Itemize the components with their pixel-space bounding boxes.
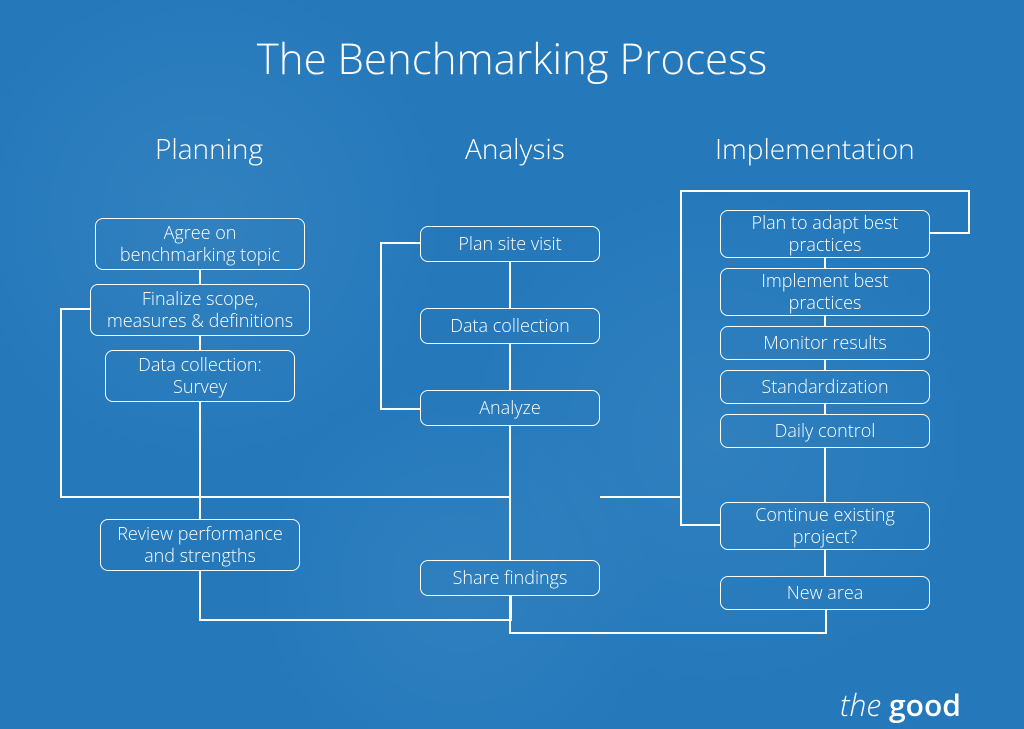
e7: [509, 262, 511, 308]
n-finalize: Finalize scope,measures & definitions: [90, 284, 310, 336]
e24: [380, 408, 420, 410]
n-daily: Daily control: [720, 414, 930, 448]
logo-bold: good: [881, 684, 961, 725]
n-survey: Data collection:Survey: [105, 350, 295, 402]
n-monitor: Monitor results: [720, 326, 930, 360]
e8: [509, 344, 511, 390]
e21: [60, 496, 510, 498]
e11: [509, 632, 827, 634]
e17: [824, 448, 826, 502]
brand-logo: the good: [840, 684, 961, 725]
e25: [680, 524, 720, 526]
n-standard: Standardization: [720, 370, 930, 404]
n-review: Review performanceand strengths: [100, 519, 300, 571]
e23: [380, 242, 382, 410]
logo-prefix: the: [840, 684, 881, 725]
e18: [824, 550, 826, 576]
e26: [680, 190, 682, 526]
e1: [199, 270, 201, 284]
e5: [199, 619, 512, 621]
n-analyze: Analyze: [420, 390, 600, 426]
e2: [199, 336, 201, 350]
n-agree: Agree onbenchmarking topic: [95, 218, 305, 270]
n-impl-best: Implement bestpractices: [720, 268, 930, 316]
e15: [824, 360, 826, 370]
e29: [930, 232, 970, 234]
e20: [60, 308, 62, 498]
page-title: The Benchmarking Process: [0, 30, 1024, 87]
n-newarea: New area: [720, 576, 930, 610]
e27: [680, 190, 970, 192]
e30: [600, 496, 680, 498]
n-plan-adapt: Plan to adapt bestpractices: [720, 210, 930, 258]
hdr-analysis: Analysis: [465, 130, 565, 168]
e19: [60, 308, 90, 310]
e16: [824, 404, 826, 414]
e22: [380, 242, 420, 244]
e10: [509, 596, 511, 634]
e12: [825, 610, 827, 634]
n-datacoll: Data collection: [420, 308, 600, 344]
e4: [199, 571, 201, 621]
e3: [199, 402, 201, 519]
n-continue: Continue existingproject?: [720, 502, 930, 550]
hdr-planning: Planning: [155, 130, 263, 168]
e13: [824, 258, 826, 268]
e28: [968, 190, 970, 234]
diagram-canvas: The Benchmarking Process Planning Analysi…: [0, 0, 1024, 729]
e14: [824, 316, 826, 326]
hdr-implementation: Implementation: [715, 130, 915, 168]
e9: [509, 426, 511, 560]
n-share: Share findings: [420, 560, 600, 596]
n-plan-visit: Plan site visit: [420, 226, 600, 262]
